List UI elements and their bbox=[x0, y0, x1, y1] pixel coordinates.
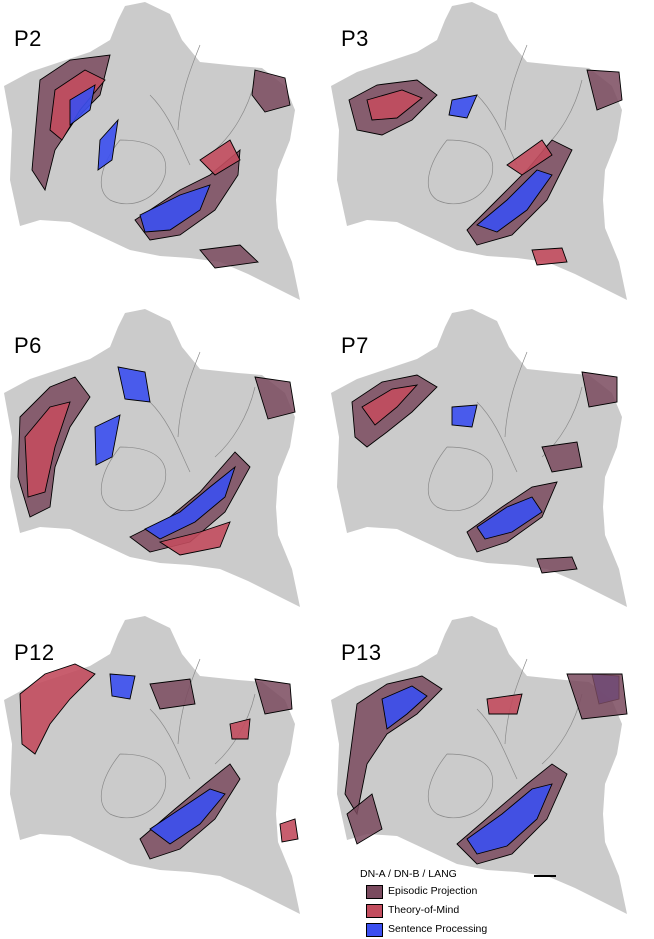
tom-region bbox=[279, 818, 299, 843]
sulcus-line bbox=[476, 708, 518, 780]
cortical-flatmap bbox=[331, 2, 627, 300]
cortical-flatmap bbox=[4, 309, 300, 607]
sulcus-line bbox=[177, 44, 201, 131]
sentence-region bbox=[448, 94, 478, 119]
panel-label: P13 bbox=[341, 640, 382, 665]
sentence-region bbox=[109, 673, 136, 700]
sulcus-line bbox=[214, 386, 256, 458]
sulcus-line bbox=[428, 753, 494, 819]
tom-region bbox=[24, 401, 71, 498]
cortex-surface bbox=[331, 2, 627, 300]
episodic-region bbox=[254, 376, 296, 420]
sentence-region bbox=[144, 465, 236, 540]
episodic-region bbox=[581, 371, 618, 408]
sentence-swatch bbox=[366, 923, 383, 937]
sentence-region bbox=[69, 84, 96, 126]
legend-label-sentence: Sentence Processing bbox=[388, 923, 488, 935]
flatmap-panel-p6: P6 bbox=[0, 307, 327, 614]
sulcus-line bbox=[101, 446, 167, 512]
sulcus-line bbox=[541, 79, 583, 151]
sentence-region bbox=[476, 496, 543, 540]
sulcus-line bbox=[504, 44, 528, 131]
tom-region bbox=[361, 384, 419, 426]
cortical-flatmap bbox=[4, 616, 300, 914]
tom-region bbox=[199, 139, 241, 176]
episodic-region bbox=[566, 673, 628, 720]
flatmap-panel-p2: P2 bbox=[0, 0, 327, 307]
sulcus-line bbox=[177, 351, 201, 438]
sulcus-line bbox=[101, 753, 167, 819]
tom-region bbox=[158, 521, 231, 556]
panel-label: P2 bbox=[14, 26, 42, 51]
sulcus-line bbox=[149, 708, 191, 780]
cortex-surface bbox=[331, 309, 627, 607]
sentence-region bbox=[117, 366, 151, 403]
sentence-region bbox=[466, 783, 553, 855]
sulcus-line bbox=[504, 351, 528, 438]
cortical-flatmap bbox=[331, 616, 628, 914]
legend-outline-sample bbox=[534, 875, 556, 877]
tom-region bbox=[506, 139, 553, 176]
sentence-region bbox=[149, 788, 226, 845]
tom-region bbox=[19, 663, 96, 755]
flatmap-panel-p3: P3 bbox=[327, 0, 654, 307]
panel-label: P7 bbox=[341, 333, 369, 358]
sentence-region bbox=[97, 118, 119, 171]
flatmap-panel-p12: P12 bbox=[0, 614, 327, 921]
cortical-flatmap bbox=[4, 2, 300, 300]
sentence-region bbox=[451, 404, 478, 428]
panel-label: P3 bbox=[341, 26, 369, 51]
tom-region bbox=[486, 693, 523, 715]
sulcus-line bbox=[101, 139, 167, 205]
episodic-region bbox=[149, 678, 196, 710]
episodic-region bbox=[541, 441, 583, 473]
sentence-region bbox=[94, 414, 121, 466]
sulcus-line bbox=[476, 401, 518, 473]
episodic-region bbox=[199, 244, 259, 269]
sulcus-line bbox=[149, 94, 191, 166]
sulcus-line bbox=[428, 446, 494, 512]
episodic-swatch bbox=[366, 885, 383, 899]
legend-label-episodic: Episodic Projection bbox=[388, 885, 478, 897]
legend-label-tom: Theory-of-Mind bbox=[388, 904, 460, 916]
tom-swatch bbox=[366, 904, 383, 918]
tom-region bbox=[366, 89, 423, 121]
sentence-region bbox=[381, 685, 428, 730]
sentence-region bbox=[476, 169, 553, 233]
cortical-flatmap bbox=[331, 309, 627, 607]
legend: DN-A / DN-B / LANG Episodic Projection T… bbox=[360, 868, 650, 938]
episodic-region bbox=[346, 793, 383, 845]
flatmap-panel-p7: P7 bbox=[327, 307, 654, 614]
legend-title: DN-A / DN-B / LANG bbox=[360, 868, 457, 880]
tom-region bbox=[229, 718, 251, 740]
episodic-region bbox=[536, 556, 578, 574]
panel-label: P6 bbox=[14, 333, 42, 358]
episodic-region bbox=[344, 675, 443, 816]
sulcus-line bbox=[428, 139, 494, 205]
sentence-region bbox=[139, 184, 211, 233]
episodic-region bbox=[351, 374, 438, 448]
sulcus-line bbox=[476, 94, 518, 166]
episodic-region bbox=[254, 678, 293, 715]
panel-label: P12 bbox=[14, 640, 55, 665]
episodic-region bbox=[251, 69, 291, 113]
episodic-region bbox=[586, 69, 623, 111]
sulcus-line bbox=[149, 401, 191, 473]
tom-region bbox=[531, 247, 568, 266]
flatmap-panel-p13: P13 bbox=[327, 614, 654, 921]
